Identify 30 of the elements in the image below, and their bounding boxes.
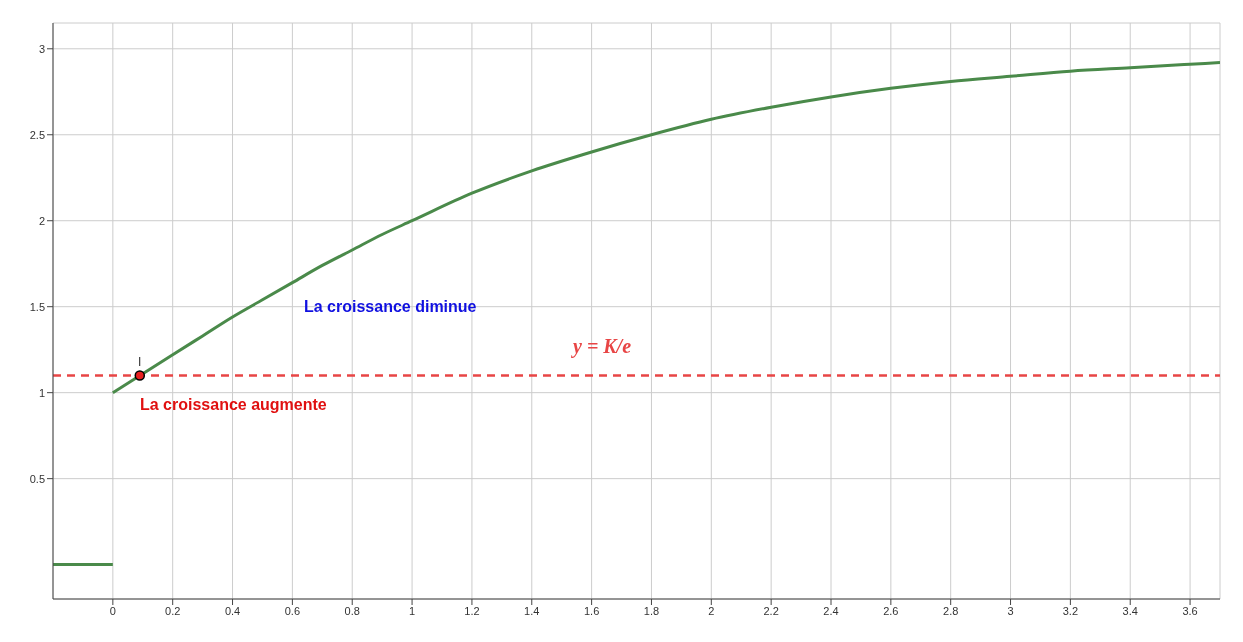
- x-tick-label: 2.2: [763, 604, 779, 617]
- x-tick-label: 1: [409, 604, 416, 617]
- y-tick-label: 3: [38, 42, 45, 55]
- x-tick-label: 0.8: [344, 604, 360, 617]
- x-tick-label: 3: [1007, 604, 1014, 617]
- x-tick-label: 3.2: [1062, 604, 1079, 617]
- x-tick-label: 2: [708, 604, 715, 617]
- x-tick-label: 1.2: [464, 604, 480, 617]
- x-tick-label: 2.4: [823, 604, 839, 617]
- y-tick-label: 2.5: [29, 128, 45, 141]
- y-tick-label: 1.5: [29, 300, 45, 313]
- x-tick-label: 1.8: [643, 604, 660, 617]
- line-series: [111, 61, 1220, 395]
- series-label: I: [138, 354, 142, 369]
- ref-line-label: y = K/e: [571, 335, 632, 359]
- x-tick-label: 0.4: [224, 604, 241, 617]
- x-tick-label: 0.6: [284, 604, 301, 617]
- annotation: La croissance augmente: [140, 396, 327, 414]
- y-tick-label: 1: [38, 386, 45, 399]
- x-tick-label: 2.8: [943, 604, 959, 617]
- x-tick-label: 0: [109, 604, 116, 617]
- y-tick-label: 2: [38, 214, 45, 227]
- y-tick-label: 0.5: [29, 472, 45, 485]
- x-tick-label: 3.4: [1122, 604, 1138, 617]
- x-tick-label: 1.6: [583, 604, 600, 617]
- x-tick-label: 3.6: [1182, 604, 1198, 617]
- x-tick-label: 0.2: [165, 604, 181, 617]
- x-tick-label: 1.4: [524, 604, 540, 617]
- x-tick-label: 2.6: [883, 604, 899, 617]
- annotation: La croissance diminue: [304, 298, 477, 316]
